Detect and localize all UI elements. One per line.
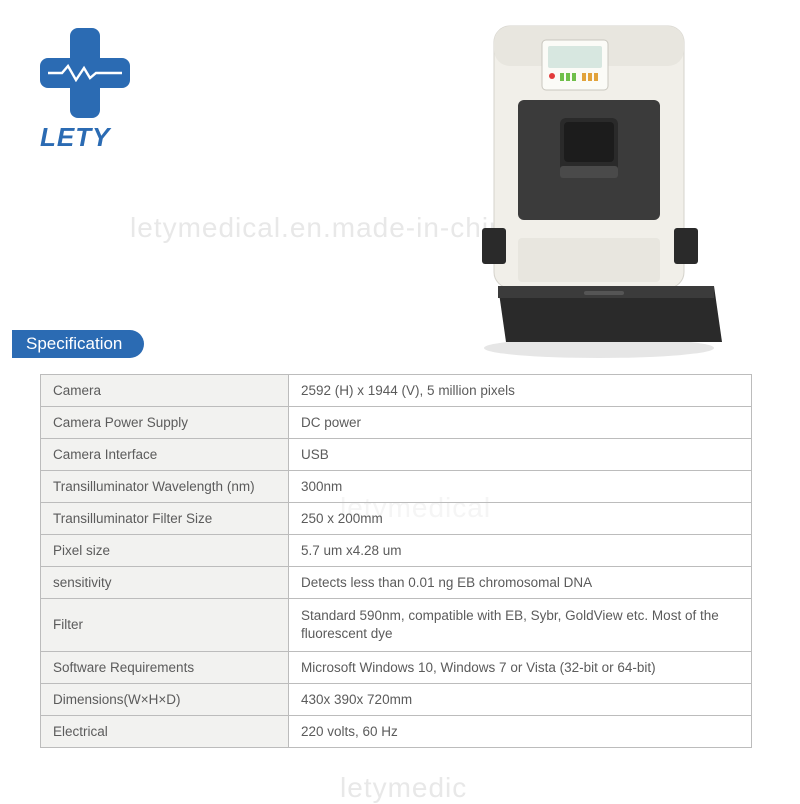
spec-val: 5.7 um x4.28 um [289, 535, 752, 567]
spec-val: 250 x 200mm [289, 503, 752, 535]
spec-val: 430x 390x 720mm [289, 684, 752, 716]
table-row: Electrical220 volts, 60 Hz [41, 716, 752, 748]
spec-val: USB [289, 439, 752, 471]
brand-logo: LETY [40, 28, 130, 153]
table-row: sensitivityDetects less than 0.01 ng EB … [41, 567, 752, 599]
spec-val: Standard 590nm, compatible with EB, Sybr… [289, 599, 752, 652]
spec-val: DC power [289, 407, 752, 439]
spec-val: 2592 (H) x 1944 (V), 5 million pixels [289, 375, 752, 407]
brand-name: LETY [40, 122, 130, 153]
spec-key: Transilluminator Filter Size [41, 503, 289, 535]
spec-key: Transilluminator Wavelength (nm) [41, 471, 289, 503]
pulse-icon [48, 64, 122, 82]
watermark: letymedic [340, 772, 467, 804]
spec-key: Camera Interface [41, 439, 289, 471]
table-row: FilterStandard 590nm, compatible with EB… [41, 599, 752, 652]
table-row: Transilluminator Filter Size250 x 200mm [41, 503, 752, 535]
spec-key: Filter [41, 599, 289, 652]
spec-key: sensitivity [41, 567, 289, 599]
spec-key: Software Requirements [41, 652, 289, 684]
spec-table: Camera2592 (H) x 1944 (V), 5 million pix… [40, 374, 752, 748]
table-row: Camera Power SupplyDC power [41, 407, 752, 439]
spec-val: 300nm [289, 471, 752, 503]
spec-key: Camera Power Supply [41, 407, 289, 439]
table-row: Software RequirementsMicrosoft Windows 1… [41, 652, 752, 684]
spec-key: Camera [41, 375, 289, 407]
table-row: Dimensions(W×H×D)430x 390x 720mm [41, 684, 752, 716]
device-image [464, 18, 722, 358]
spec-val: Microsoft Windows 10, Windows 7 or Vista… [289, 652, 752, 684]
spec-key: Electrical [41, 716, 289, 748]
section-header: Specification [12, 330, 144, 358]
table-row: Camera2592 (H) x 1944 (V), 5 million pix… [41, 375, 752, 407]
table-row: Transilluminator Wavelength (nm)300nm [41, 471, 752, 503]
spec-key: Pixel size [41, 535, 289, 567]
spec-key: Dimensions(W×H×D) [41, 684, 289, 716]
cross-icon [40, 28, 130, 118]
table-row: Camera InterfaceUSB [41, 439, 752, 471]
table-row: Pixel size5.7 um x4.28 um [41, 535, 752, 567]
spec-val: 220 volts, 60 Hz [289, 716, 752, 748]
spec-val: Detects less than 0.01 ng EB chromosomal… [289, 567, 752, 599]
